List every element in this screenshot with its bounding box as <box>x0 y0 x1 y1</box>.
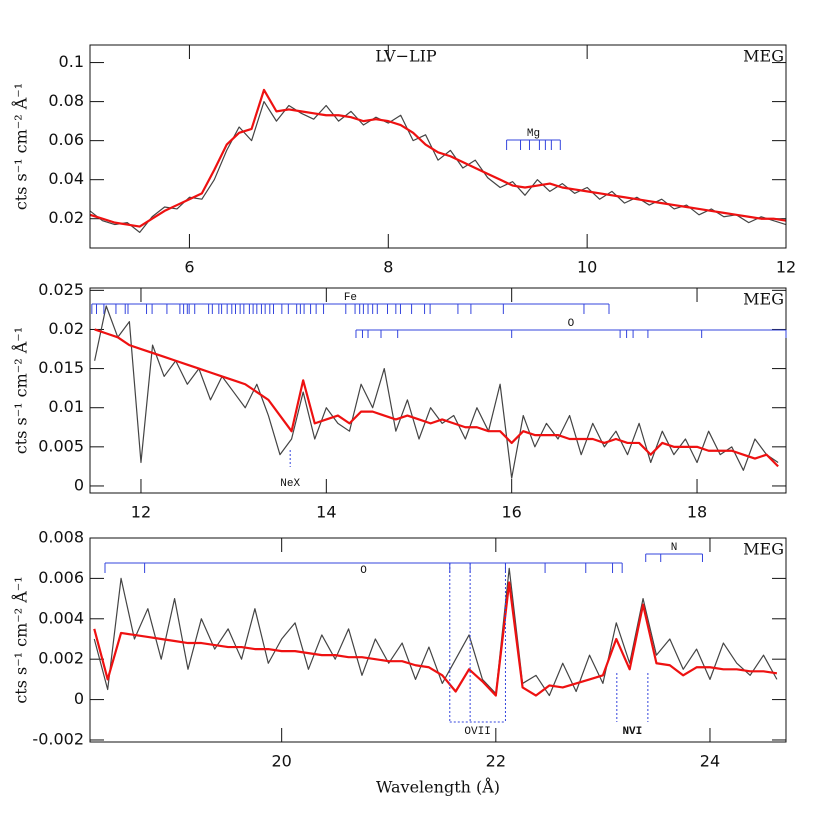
x-tick-label: 24 <box>700 752 720 771</box>
plot-frame <box>89 287 787 494</box>
data-line <box>94 305 779 479</box>
line-label: NVI <box>622 726 642 738</box>
plot-area <box>93 567 778 697</box>
y-tick-label: 0.02 <box>48 319 84 338</box>
x-tick-label: 18 <box>687 503 707 522</box>
x-tick-label: 8 <box>383 258 393 277</box>
y-tick-label: 0 <box>74 475 84 494</box>
y-tick-label: 0.015 <box>38 358 84 377</box>
y-tick-label: 0.002 <box>38 649 84 668</box>
y-axis-label: cts s⁻¹ cm⁻² Å⁻¹ <box>11 576 31 703</box>
model-line <box>93 581 778 697</box>
y-tick-label: 0 <box>74 689 84 708</box>
line-label: NeX <box>280 478 300 490</box>
line-label: O <box>568 318 575 330</box>
y-tick-label: 0.01 <box>48 397 84 416</box>
instrument-label: MEG <box>743 290 784 309</box>
y-tick-label: -0.002 <box>32 729 84 748</box>
line-label: O <box>360 565 367 577</box>
model-line <box>94 328 779 468</box>
line-label: OVII <box>464 726 490 738</box>
y-tick-label: 0.08 <box>48 91 84 110</box>
plot-area <box>94 305 779 479</box>
x-tick-label: 14 <box>316 503 336 522</box>
y-tick-label: 0.04 <box>48 169 84 188</box>
plot-area <box>90 88 786 233</box>
y-tick-label: 0.004 <box>38 608 84 627</box>
x-axis-label: Wavelength (Å) <box>376 777 500 797</box>
x-tick-label: 22 <box>486 752 506 771</box>
instrument-label: MEG <box>743 540 784 559</box>
data-line <box>90 101 786 233</box>
plot-frame <box>89 44 787 249</box>
plot-frame <box>89 537 787 743</box>
y-tick-label: 0.008 <box>38 528 84 547</box>
x-tick-label: 20 <box>271 752 291 771</box>
y-axis-label: cts s⁻¹ cm⁻² Å⁻¹ <box>11 327 31 454</box>
x-tick-label: 16 <box>501 503 521 522</box>
line-label: Mg <box>527 128 540 140</box>
y-axis-label: cts s⁻¹ cm⁻² Å⁻¹ <box>11 83 31 210</box>
y-tick-label: 0.025 <box>38 280 84 299</box>
line-label: Fe <box>344 292 357 304</box>
chart-title: LV−LIP <box>375 47 437 66</box>
x-tick-label: 12 <box>131 503 151 522</box>
y-tick-label: 0.1 <box>59 52 84 71</box>
line-label: N <box>671 542 678 554</box>
x-tick-label: 6 <box>184 258 194 277</box>
y-tick-label: 0.006 <box>38 568 84 587</box>
data-line <box>93 567 778 697</box>
y-tick-label: 0.06 <box>48 130 84 149</box>
x-tick-label: 10 <box>577 258 597 277</box>
x-tick-label: 12 <box>776 258 796 277</box>
model-line <box>90 88 786 228</box>
instrument-label: MEG <box>743 47 784 66</box>
y-tick-label: 0.02 <box>48 208 84 227</box>
y-tick-label: 0.005 <box>38 436 84 455</box>
